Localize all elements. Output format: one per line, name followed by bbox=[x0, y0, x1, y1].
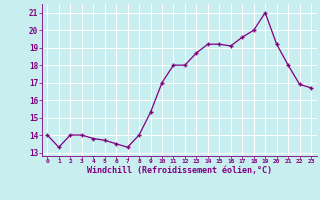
X-axis label: Windchill (Refroidissement éolien,°C): Windchill (Refroidissement éolien,°C) bbox=[87, 166, 272, 175]
